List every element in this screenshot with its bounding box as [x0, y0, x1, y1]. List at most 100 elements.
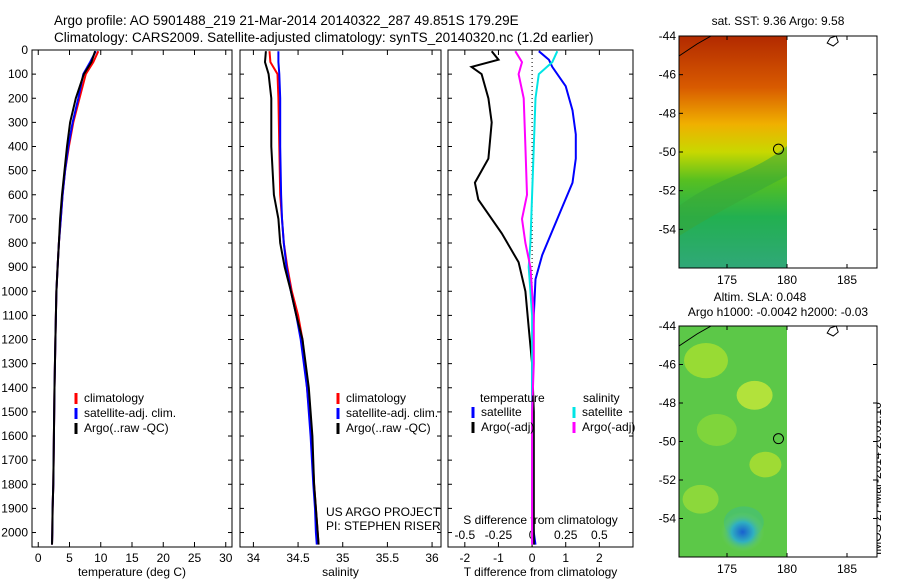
x-tick-label: 36 — [425, 551, 439, 565]
argo-marker — [772, 433, 784, 445]
y-tick-label: -54 — [659, 512, 677, 526]
annotation-text: US ARGO PROJECT — [326, 505, 441, 519]
x-axis-label: temperature (deg C) — [78, 565, 186, 579]
x2-tick-label: -0.5 — [454, 528, 475, 542]
y-tick-label: 2000 — [1, 526, 28, 540]
map-sla_map: 175 180 185 -44 -46 -48 -50 -52 -54 — [659, 319, 878, 576]
x-axis-label: salinity — [322, 565, 359, 579]
y-tick-label: 1300 — [1, 357, 28, 371]
legend-label: climatology — [346, 391, 406, 405]
sla-blob — [682, 484, 719, 514]
y-tick-label: 700 — [8, 212, 28, 226]
x2-axis-label: S difference from climatology — [463, 513, 618, 527]
sla-blob — [696, 413, 737, 446]
sla-map-subtitle: Argo h1000: -0.0042 h2000: -0.03 — [688, 305, 868, 319]
sla-low-spot — [720, 511, 765, 552]
x-tick-label: 175 — [717, 562, 737, 576]
y-tick-label: 1700 — [1, 453, 28, 467]
x-tick-label: 25 — [188, 551, 202, 565]
x-tick-label: 185 — [837, 273, 857, 287]
x-tick-label: 0 — [529, 551, 536, 565]
legend-label: Argo(-adj) — [582, 420, 635, 434]
x-axis-label: T difference from climatology — [464, 565, 618, 579]
x-tick-label: 1 — [562, 551, 569, 565]
series-line — [514, 50, 535, 545]
x-tick-label: -2 — [459, 551, 470, 565]
series-line — [469, 50, 535, 545]
panel-frame — [239, 49, 442, 548]
x-tick-label: 35.5 — [376, 551, 400, 565]
y-tick-label: -52 — [659, 473, 677, 487]
x2-tick-label: 0.25 — [554, 528, 578, 542]
x-tick-label: 10 — [94, 551, 108, 565]
x-tick-label: 35 — [336, 551, 350, 565]
x-tick-label: 185 — [837, 562, 857, 576]
y-tick-label: -50 — [659, 435, 677, 449]
climatology-title: Climatology: CARS2009. Satellite-adjuste… — [54, 30, 594, 45]
map-sst_map: 175 180 185 -44 -46 -48 -50 -52 -54 — [659, 29, 878, 287]
panel-frame — [31, 49, 233, 548]
y-tick-label: -48 — [659, 106, 677, 120]
x-tick-label: -1 — [493, 551, 504, 565]
y-tick-label: 100 — [8, 67, 28, 81]
legend-title-salinity: salinity — [583, 391, 620, 405]
y-tick-label: -44 — [659, 319, 677, 333]
legend-label: satellite — [481, 405, 522, 419]
y-tick-label: 800 — [8, 236, 28, 250]
y-tick-label: -46 — [659, 358, 677, 372]
panel-salinity: 34 34.5 35 35.5 36 salinity — [239, 49, 442, 579]
sla-map-title: Altim. SLA: 0.048 — [714, 290, 807, 304]
y-tick-label: 1000 — [1, 284, 28, 298]
x-tick-label: 0 — [35, 551, 42, 565]
x2-tick-label: 0.5 — [591, 528, 608, 542]
sla-blob — [736, 380, 773, 410]
panel-frame — [447, 49, 634, 548]
y-tick-label: -50 — [659, 145, 677, 159]
x-tick-label: 5 — [66, 551, 73, 565]
legend-label: satellite — [582, 405, 623, 419]
x-tick-label: 180 — [777, 562, 797, 576]
y-tick-label: -54 — [659, 222, 677, 236]
y-tick-label: -46 — [659, 68, 677, 82]
x-tick-label: 30 — [219, 551, 233, 565]
y-tick-label: -48 — [659, 396, 677, 410]
y-tick-label: 500 — [8, 164, 28, 178]
x-tick-label: 34.5 — [286, 551, 310, 565]
y-tick-label: -52 — [659, 184, 677, 198]
y-tick-label: 1400 — [1, 381, 28, 395]
y-tick-label: 1500 — [1, 405, 28, 419]
x-tick-label: 15 — [125, 551, 139, 565]
x-tick-label: 34 — [247, 551, 261, 565]
y-tick-label: 600 — [8, 188, 28, 202]
y-tick-label: 400 — [8, 140, 28, 154]
y-tick-label: 0 — [21, 43, 28, 57]
series-line — [263, 51, 320, 545]
x-tick-label: 180 — [777, 273, 797, 287]
y-tick-label: 200 — [8, 91, 28, 105]
y-tick-label: 900 — [8, 260, 28, 274]
legend-label: satellite-adj. clim. — [84, 406, 176, 420]
y-tick-label: -44 — [659, 29, 677, 43]
x-tick-label: 20 — [157, 551, 171, 565]
legend-difference: temperature salinitysatelliteArgo(-adj)sa… — [471, 391, 635, 434]
x-tick-label: 175 — [717, 273, 737, 287]
y-tick-label: 300 — [8, 115, 28, 129]
panel-temperature: 0 5 10 15 20 25 300100200300400500600700800900… — [1, 43, 232, 579]
y-tick-label: 1800 — [1, 477, 28, 491]
x-tick-label: 2 — [596, 551, 603, 565]
y-tick-label: 1900 — [1, 501, 28, 515]
y-tick-label: 1100 — [2, 308, 28, 322]
y-tick-label: 1600 — [1, 429, 28, 443]
legend-label: Argo(-adj) — [481, 420, 534, 434]
annotation-text: PI: STEPHEN RISER — [326, 519, 441, 533]
x2-tick-label: -0.25 — [485, 528, 513, 542]
profile-title: Argo profile: AO 5901488_219 21-Mar-2014… — [54, 13, 519, 28]
sla-blob — [749, 451, 782, 478]
sst-front — [679, 146, 787, 236]
sla-blob — [684, 343, 728, 379]
sst-map-title: sat. SST: 9.36 Argo: 9.58 — [712, 14, 845, 28]
legend-label: Argo(..raw -QC) — [346, 421, 431, 435]
